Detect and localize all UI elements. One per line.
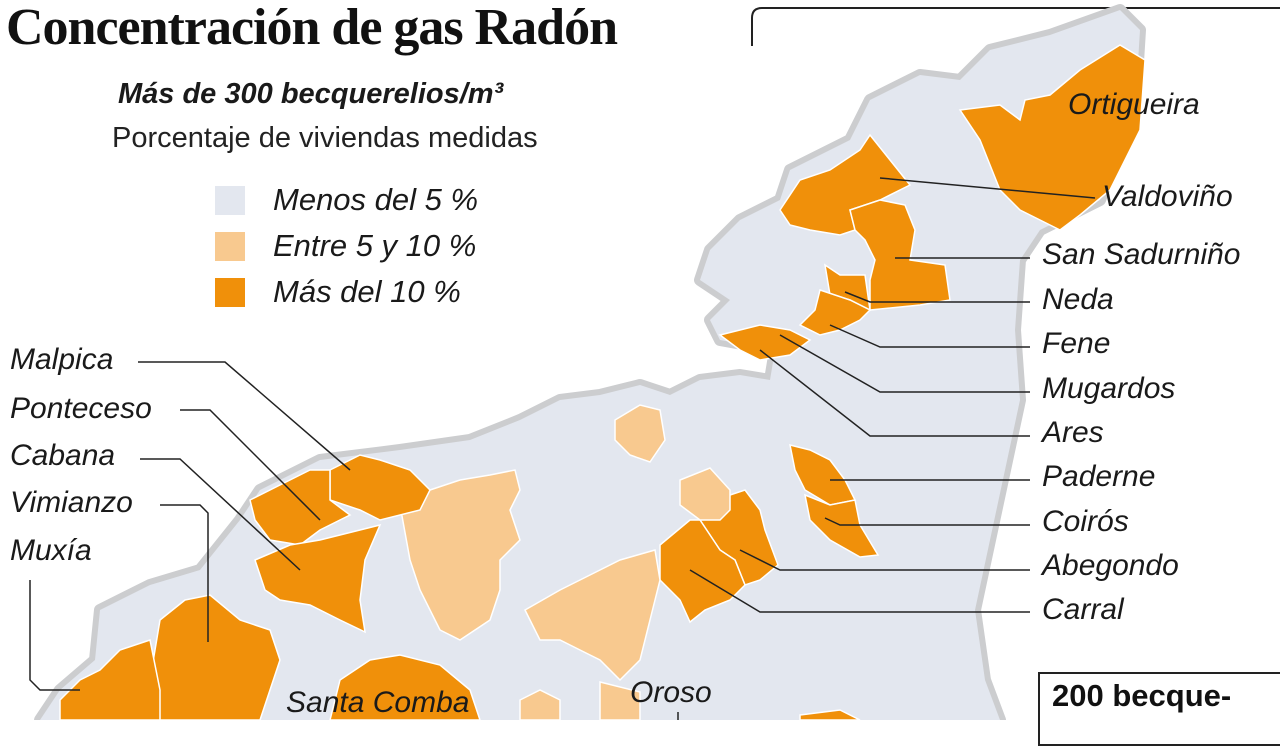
subtitle-measure: Porcentaje de viviendas medidas (112, 122, 538, 154)
legend-item-mid: Entre 5 y 10 % (215, 228, 476, 264)
region-cabana (254, 523, 382, 634)
region-mid-3 (399, 469, 521, 641)
label-coiros: Coirós (1042, 505, 1129, 538)
leader-line-muxia (29, 580, 80, 691)
region-oroso (599, 681, 641, 720)
region-carral (659, 519, 746, 624)
region-malpica (329, 454, 431, 521)
info-box: 200 becque- (1038, 672, 1280, 746)
legend-label: Menos del 5 % (273, 182, 479, 217)
leader-line-coiros (824, 517, 1030, 526)
legend-label: Más del 10 % (273, 274, 461, 309)
leader-line-cabana (140, 458, 301, 571)
legend-swatch-high (215, 277, 245, 307)
region-mid-2 (614, 404, 666, 463)
leader-line-mugardos (779, 334, 1030, 393)
label-san-sadurnino: San Sadurniño (1042, 238, 1241, 271)
region-santa-comba (329, 654, 481, 720)
label-vimianzo: Vimianzo (10, 486, 133, 519)
label-ortigueira: Ortigueira (1068, 88, 1200, 121)
region-ponteceso (249, 469, 352, 546)
label-muxia: Muxía (10, 534, 92, 567)
info-box-text: 200 becque- (1052, 678, 1232, 713)
label-paderne: Paderne (1042, 460, 1156, 493)
label-ponteceso: Ponteceso (10, 392, 152, 425)
legend-item-high: Más del 10 % (215, 274, 461, 310)
leader-line-neda (844, 291, 1030, 303)
legend-swatch-mid (215, 231, 245, 261)
label-fene: Fene (1042, 327, 1111, 360)
region-mid-4 (524, 549, 661, 682)
region-mugardos (718, 324, 812, 361)
label-malpica: Malpica (10, 343, 114, 376)
label-neda: Neda (1042, 283, 1114, 316)
label-oroso: Oroso (630, 676, 712, 709)
leader-line-ares (759, 349, 1030, 437)
label-cabana: Cabana (10, 439, 116, 472)
leader-line-carral (689, 569, 1030, 613)
leader-line-fene (829, 324, 1030, 348)
label-ares: Ares (1042, 416, 1104, 449)
subtitle: Más de 300 becquerelios/m³ (118, 78, 504, 110)
leader-line-vimianzo (160, 504, 209, 642)
region-coiros (803, 493, 880, 558)
label-carral: Carral (1042, 593, 1124, 626)
region-high-extra (799, 709, 861, 720)
region-mid-5 (519, 689, 561, 720)
region-valdovino (779, 133, 912, 236)
region-ortigueira (958, 44, 1146, 231)
label-santa-comba: Santa Comba (286, 686, 470, 719)
label-mugardos: Mugardos (1042, 372, 1176, 405)
radon-map (29, 4, 1280, 720)
frame-line (751, 7, 1280, 46)
page-title: Concentración de gas Radón (6, 0, 618, 56)
region-mid-1 (679, 467, 731, 521)
region-muxia (59, 639, 161, 720)
legend-label: Entre 5 y 10 % (273, 228, 477, 263)
legend-swatch-low (215, 185, 245, 215)
leader-line-ponteceso (180, 409, 321, 521)
leader-line-valdovino (879, 177, 1096, 199)
label-abegondo: Abegondo (1042, 549, 1179, 582)
legend-item-low: Menos del 5 % (215, 182, 478, 218)
leader-line-abegondo (739, 549, 1030, 571)
leader-line-malpica (138, 361, 351, 471)
label-valdovino: Valdoviño (1102, 180, 1233, 213)
